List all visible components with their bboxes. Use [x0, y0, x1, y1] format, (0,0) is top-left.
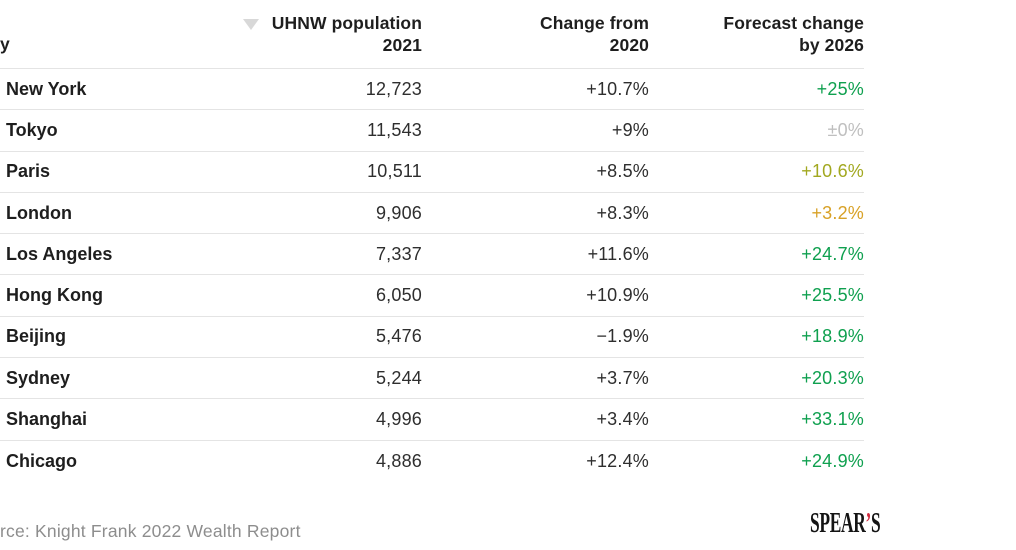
city-name: London [6, 202, 72, 223]
spears-logo-s: S [871, 507, 881, 539]
column-header-city: y [0, 0, 232, 68]
forecast-2026-value: +25.5% [801, 285, 864, 306]
table-row-new-york: New York 12,723 +10.7% +25% [0, 69, 864, 111]
spears-logo-text: SPEAR [810, 507, 866, 539]
forecast-2026-value: ±0% [827, 119, 864, 140]
population-value: 9,906 [375, 202, 422, 223]
column-header-population[interactable]: UHNW population 2021 [232, 0, 422, 68]
column-header-change-2020[interactable]: Change from 2020 [422, 0, 649, 68]
table-header-row: y UHNW population 2021 Change from 2020 … [0, 0, 864, 69]
forecast-2026-value: +18.9% [801, 326, 864, 347]
forecast-2026-value: +24.9% [801, 450, 864, 471]
city-name: Beijing [6, 326, 67, 347]
city-name: Hong Kong [6, 285, 103, 306]
column-header-forecast-2026[interactable]: Forecast change by 2026 [649, 0, 864, 68]
change-header-line2: 2020 [609, 35, 649, 55]
change-2020-value: +3.7% [596, 367, 649, 388]
population-value: 5,244 [375, 367, 422, 388]
population-value: 4,886 [375, 450, 422, 471]
population-value: 12,723 [365, 78, 422, 99]
table-row-tokyo: Tokyo 11,543 +9% ±0% [0, 110, 864, 152]
spears-logo: SPEAR’S [810, 507, 881, 539]
forecast-2026-value: +33.1% [801, 409, 864, 430]
city-header-label: y [0, 34, 10, 54]
table-row-chicago: Chicago 4,886 +12.4% +24.9% [0, 441, 864, 482]
forecast-2026-value: +25% [816, 78, 864, 99]
table-row-paris: Paris 10,511 +8.5% +10.6% [0, 152, 864, 193]
city-name: Shanghai [6, 409, 88, 430]
sort-descending-icon[interactable] [242, 18, 259, 30]
change-2020-value: −1.9% [596, 326, 649, 347]
forecast-header-line1: Forecast change [723, 13, 864, 33]
population-value: 10,511 [367, 161, 422, 182]
forecast-2026-value: +20.3% [801, 367, 864, 388]
population-header-line2: 2021 [382, 35, 422, 55]
table-row-los-angeles: Los Angeles 7,337 +11.6% +24.7% [0, 234, 864, 276]
table-row-sydney: Sydney 5,244 +3.7% +20.3% [0, 358, 864, 400]
population-value: 5,476 [375, 326, 422, 347]
population-value: 11,543 [367, 119, 422, 140]
table-row-london: London 9,906 +8.3% +3.2% [0, 193, 864, 235]
spears-logo-apostrophe: ’ [865, 507, 872, 539]
change-header-line1: Change from [539, 13, 649, 33]
change-2020-value: +9% [611, 119, 649, 140]
forecast-2026-value: +10.6% [801, 161, 864, 182]
population-header-line1: UHNW population [271, 13, 422, 33]
change-2020-value: +10.9% [586, 285, 649, 306]
table-row-shanghai: Shanghai 4,996 +3.4% +33.1% [0, 399, 864, 441]
change-2020-value: +8.5% [596, 161, 649, 182]
city-name: Sydney [6, 367, 71, 388]
population-value: 6,050 [375, 285, 422, 306]
city-name: Los Angeles [6, 243, 113, 264]
forecast-2026-value: +3.2% [811, 202, 864, 223]
table-row-hong-kong: Hong Kong 6,050 +10.9% +25.5% [0, 275, 864, 317]
population-value: 7,337 [375, 243, 422, 264]
change-2020-value: +11.6% [587, 243, 649, 264]
change-2020-value: +10.7% [586, 78, 649, 99]
change-2020-value: +3.4% [596, 409, 649, 430]
table-row-beijing: Beijing 5,476 −1.9% +18.9% [0, 317, 864, 359]
change-2020-value: +12.4% [586, 450, 649, 471]
table-body: New York 12,723 +10.7% +25% Tokyo 11,543… [0, 69, 864, 482]
city-name: New York [6, 78, 87, 99]
change-2020-value: +8.3% [596, 202, 649, 223]
forecast-2026-value: +24.7% [801, 243, 864, 264]
city-name: Paris [6, 161, 51, 182]
uhnw-population-table: y UHNW population 2021 Change from 2020 … [0, 0, 864, 482]
city-name: Chicago [6, 450, 78, 471]
source-attribution: rce: Knight Frank 2022 Wealth Report [0, 521, 301, 541]
city-name: Tokyo [6, 119, 58, 140]
population-value: 4,996 [375, 409, 422, 430]
forecast-header-line2: by 2026 [799, 35, 864, 55]
